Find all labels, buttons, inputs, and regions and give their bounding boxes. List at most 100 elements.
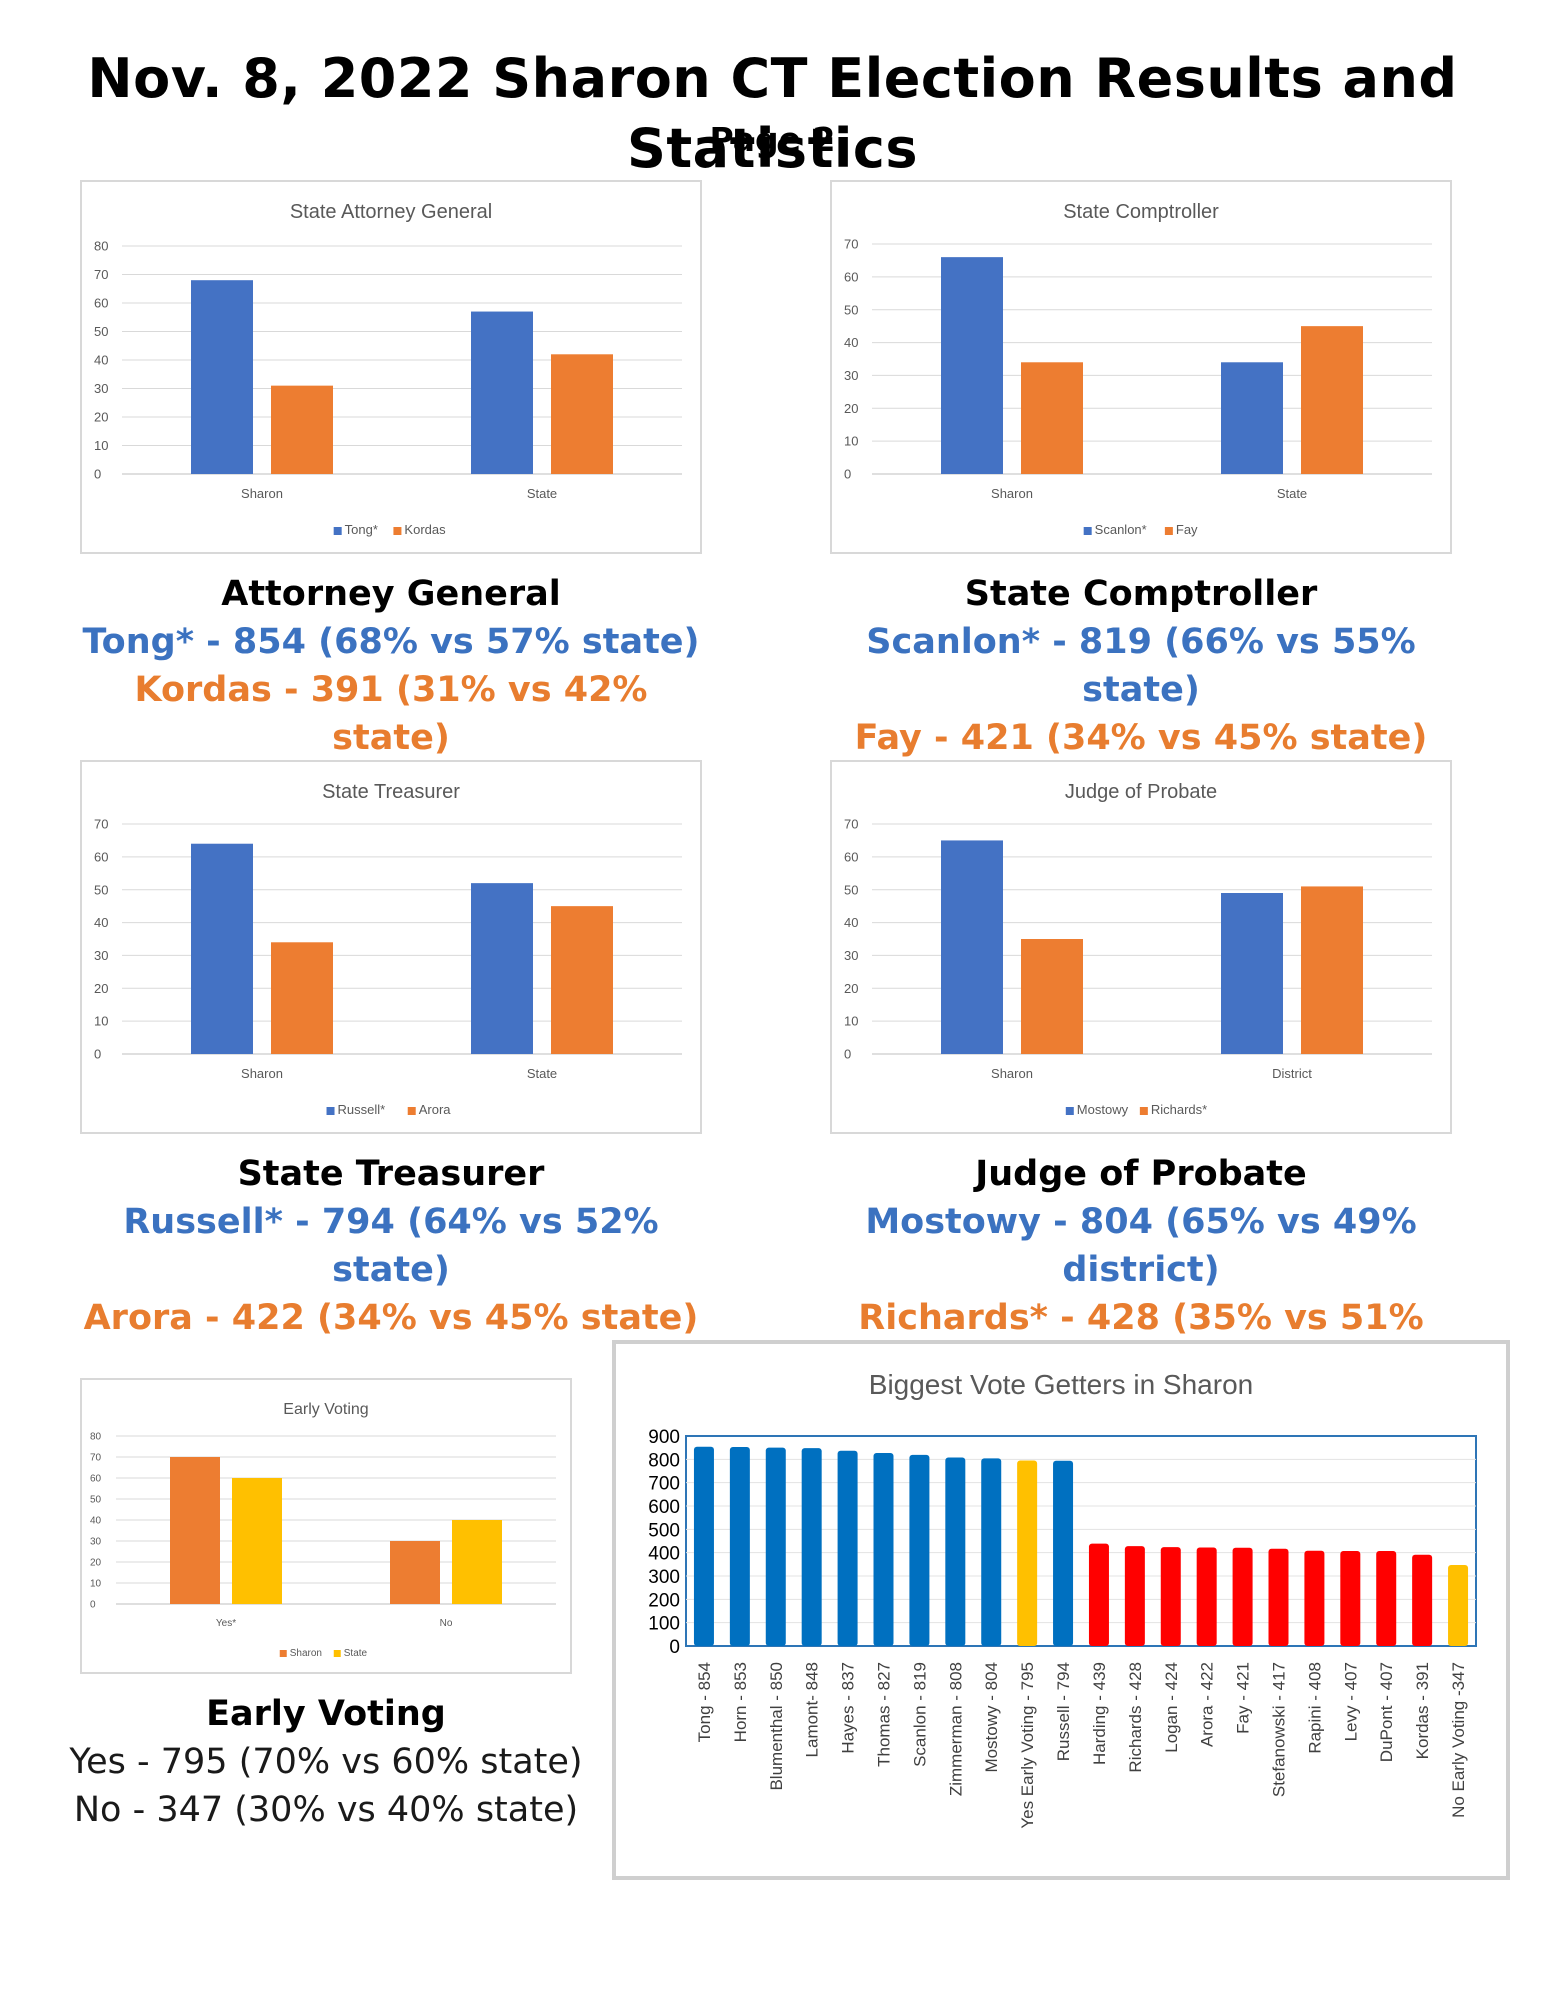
chart-treasurer: State Treasurer 0 10 20 30 40 50 60 70 Sharon Stat… [94, 781, 682, 1117]
bar-richards-district [1301, 886, 1363, 1054]
caption-attorney-general: Attorney General Tong* - 854 (68% vs 57%… [80, 570, 702, 762]
chart-title: State Treasurer [322, 781, 460, 803]
bar-sharon-yes [170, 1457, 220, 1604]
page-subtitle: Page 2 [709, 120, 836, 159]
bar-scanlon-sharon [941, 257, 1003, 474]
x-category-label: District [1272, 1066, 1312, 1081]
legend-swatch [1065, 1107, 1074, 1115]
caption-heading: State Treasurer [237, 1154, 545, 1194]
chart-title: Biggest Vote Getters in Sharon [869, 1369, 1253, 1400]
y-tick-label: 400 [648, 1544, 680, 1565]
x-category-label: Arora - 422 [1198, 1662, 1217, 1747]
caption-opponent-line: Arora - 422 (34% vs 45% state) [83, 1298, 699, 1338]
y-tick-label: 20 [844, 981, 858, 996]
bar-russell-sharon [191, 843, 253, 1054]
y-tick-label: 80 [94, 239, 108, 254]
bar-state-no [452, 1520, 502, 1604]
x-category-label: Mostowy - 804 [982, 1662, 1001, 1773]
x-category-label: Yes Early Voting - 795 [1018, 1662, 1037, 1829]
x-category-label: Rapini - 408 [1305, 1662, 1324, 1754]
legend-label: Arora [419, 1102, 452, 1117]
bar-mostowy-district [1221, 893, 1283, 1054]
chart-attorney-general: State Attorney General 0 10 20 30 40 50 60 70 80 S… [94, 201, 682, 537]
chart-comptroller: State Comptroller 0 10 20 30 40 50 60 70 Sharon St… [844, 201, 1432, 537]
bar-vote-getter [1017, 1460, 1038, 1646]
y-tick-label: 30 [94, 948, 108, 963]
y-tick-label: 100 [648, 1614, 680, 1635]
y-tick-label: 800 [648, 1450, 680, 1471]
y-tick-label: 30 [844, 948, 858, 963]
bar-tong-sharon [191, 280, 253, 474]
legend-swatch [393, 527, 402, 535]
caption-opponent-line: Fay - 421 (34% vs 45% state) [854, 718, 1428, 758]
y-tick-label: 0 [90, 1600, 96, 1611]
legend-swatch [1083, 527, 1092, 535]
y-tick-label: 10 [90, 1579, 102, 1590]
y-tick-label: 900 [648, 1427, 680, 1448]
y-tick-label: 0 [94, 467, 101, 482]
chart-title: State Comptroller [1063, 201, 1219, 223]
y-tick-label: 40 [94, 915, 108, 930]
bar-mostowy-sharon [941, 840, 1003, 1054]
bar-vote-getter [1304, 1550, 1325, 1646]
y-tick-label: 70 [90, 1453, 102, 1464]
y-tick-label: 500 [648, 1520, 680, 1541]
chart-probate: Judge of Probate 0 10 20 30 40 50 60 70 Sharon Dis… [844, 781, 1432, 1117]
caption-early-voting: Early Voting Yes - 795 (70% vs 60% state… [60, 1690, 592, 1834]
x-category-label: Kordas - 391 [1413, 1662, 1432, 1759]
bar-vote-getter [1196, 1547, 1217, 1646]
y-tick-label: 0 [844, 1047, 851, 1062]
chart-title: Early Voting [283, 1401, 368, 1418]
caption-yes-line: Yes - 795 (70% vs 60% state) [69, 1742, 583, 1782]
x-category-label: Scanlon - 819 [910, 1662, 929, 1767]
caption-winner-line: Mostowy - 804 (65% vs 49% district) [865, 1202, 1417, 1290]
y-tick-label: 50 [94, 882, 108, 897]
y-tick-label: 70 [94, 817, 108, 832]
bar-vote-getter [909, 1454, 930, 1646]
caption-heading: Attorney General [221, 574, 561, 614]
y-tick-label: 200 [648, 1590, 680, 1611]
caption-heading: Judge of Probate [975, 1154, 1307, 1194]
y-tick-label: 60 [844, 849, 858, 864]
x-category-label: State [527, 486, 557, 501]
y-tick-label: 0 [669, 1637, 680, 1658]
bar-vote-getter [765, 1447, 786, 1646]
x-category-label: Sharon [991, 1066, 1033, 1081]
x-category-label: Harding - 439 [1090, 1662, 1109, 1765]
x-category-label: Sharon [241, 486, 283, 501]
y-tick-label: 60 [90, 1474, 102, 1485]
y-tick-label: 40 [844, 915, 858, 930]
y-tick-label: 70 [844, 237, 858, 252]
y-tick-label: 60 [94, 849, 108, 864]
bar-vote-getter [1448, 1565, 1469, 1646]
bar-vote-getter [729, 1446, 750, 1646]
x-category-label: No [440, 1618, 453, 1629]
x-category-label: Tong - 854 [695, 1662, 714, 1742]
legend-label: Fay [1176, 522, 1198, 537]
legend-label: Tong* [345, 522, 378, 537]
chart-title: Judge of Probate [1065, 781, 1217, 803]
x-category-label: Lamont- 848 [803, 1662, 822, 1757]
y-tick-label: 20 [90, 1558, 102, 1569]
y-tick-label: 50 [90, 1495, 102, 1506]
chart-title: State Attorney General [290, 201, 492, 223]
x-category-label: Yes* [216, 1618, 236, 1629]
caption-heading: State Comptroller [964, 574, 1318, 614]
x-category-label: DuPont - 407 [1377, 1662, 1396, 1762]
y-tick-label: 30 [844, 368, 858, 383]
x-category-label: Levy - 407 [1341, 1662, 1360, 1741]
y-tick-label: 50 [94, 324, 108, 339]
bar-tong-state [471, 311, 533, 474]
legend-label: Russell* [338, 1102, 386, 1117]
y-tick-label: 60 [94, 296, 108, 311]
y-tick-label: 40 [90, 1516, 102, 1527]
caption-opponent-line: Kordas - 391 (31% vs 42% state) [134, 670, 648, 758]
x-category-label: Thomas - 827 [875, 1662, 894, 1767]
bar-sharon-no [390, 1541, 440, 1604]
bar-vote-getter [981, 1458, 1002, 1646]
bar-fay-state [1301, 326, 1363, 474]
bar-vote-getter [837, 1450, 858, 1646]
bar-vote-getter [1340, 1551, 1361, 1646]
y-tick-label: 700 [648, 1474, 680, 1495]
